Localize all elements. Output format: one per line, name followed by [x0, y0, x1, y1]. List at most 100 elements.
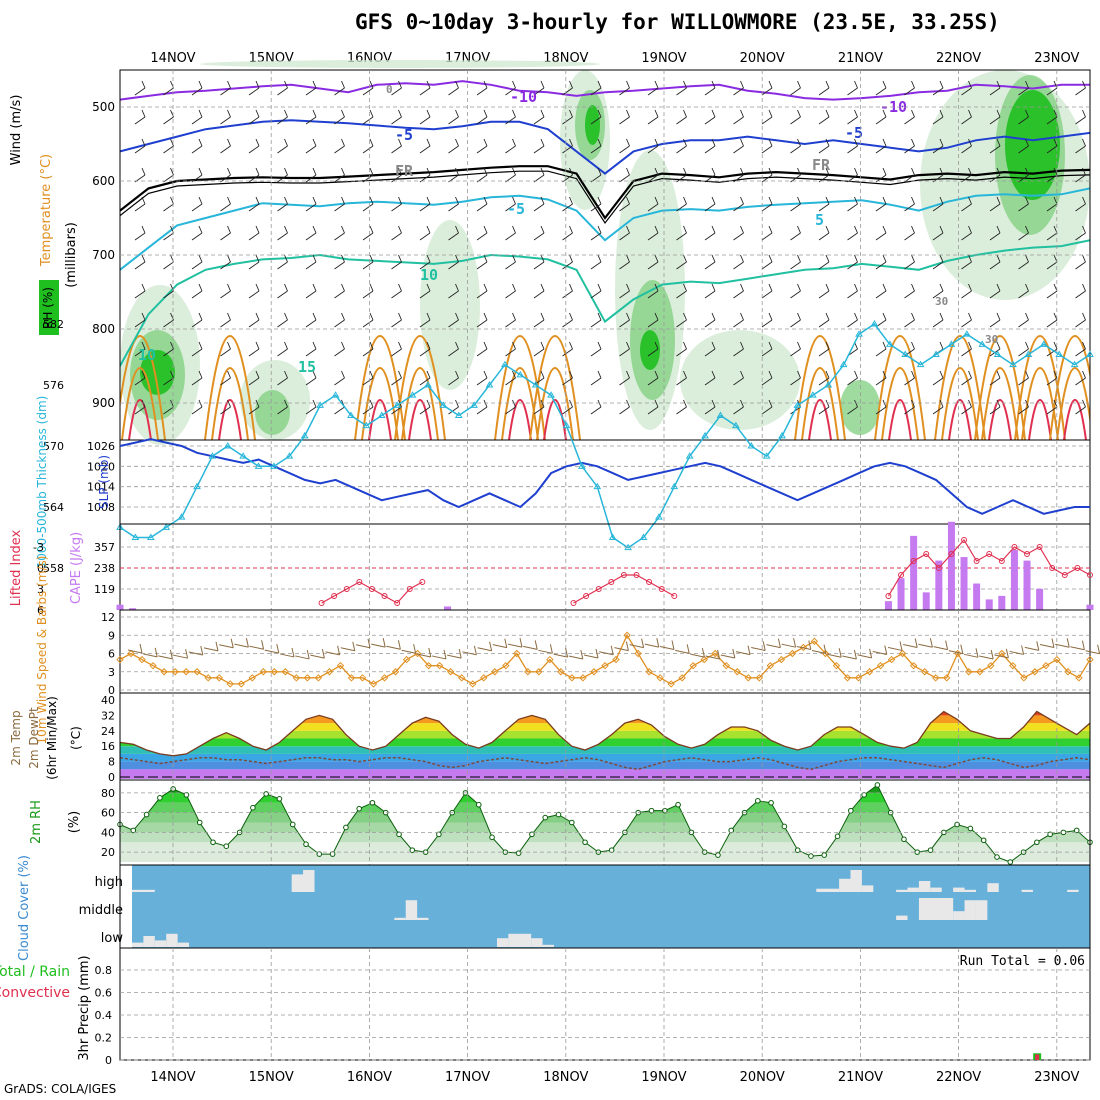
rh-marker	[834, 833, 841, 840]
wind-barb-flag	[369, 254, 374, 263]
temp-label-1: 2m Temp	[9, 710, 23, 765]
wind-marker	[116, 655, 124, 664]
wind-barb	[334, 203, 345, 212]
rh-marker	[555, 811, 562, 818]
top-day-label: 19NOV	[641, 51, 686, 66]
wind-barb-flag	[683, 138, 687, 147]
cloud-block	[1021, 889, 1033, 892]
cape-bar	[998, 595, 1006, 610]
surface-wind-barb	[644, 643, 659, 648]
wind-barb	[533, 319, 545, 328]
wind-barb-flag	[825, 196, 830, 205]
wind-barb	[761, 290, 773, 299]
wind-barb	[448, 290, 459, 299]
wind-barb-flag	[512, 109, 516, 118]
wind-barb-flag	[626, 196, 630, 205]
wind-barb-flag	[141, 312, 146, 321]
wind-barb	[647, 290, 659, 299]
temp-tick: 0	[108, 771, 115, 784]
wind-barb	[875, 261, 887, 270]
isotherm-arch	[981, 367, 1019, 440]
wind-barb	[562, 87, 573, 96]
wind-barb	[362, 377, 374, 386]
slp-tick: 1008	[87, 501, 115, 514]
wind-barb	[704, 406, 716, 415]
wind-barb-flag	[654, 399, 659, 408]
wind-barb-flag	[740, 312, 744, 321]
wind-barb	[619, 406, 630, 415]
wind-barb	[647, 174, 659, 183]
wind-barb-flag	[854, 399, 858, 408]
wind-barb	[989, 319, 1001, 328]
wind-marker	[920, 668, 929, 676]
thickness-marker	[670, 482, 679, 490]
wind-barb	[505, 261, 516, 270]
wind-barb-flag	[597, 283, 602, 292]
cloud-high-label: high	[95, 875, 123, 890]
cloud-block	[542, 944, 554, 947]
wind-marker	[931, 674, 940, 682]
wind-barb-flag	[426, 80, 431, 89]
wind-barb	[619, 232, 630, 241]
wind-barb-flag	[1025, 283, 1029, 292]
surface-wind-barb	[629, 644, 644, 649]
wind-barb-flag	[597, 312, 602, 321]
wind-barb-flag	[141, 341, 146, 350]
wind-barb	[391, 145, 402, 154]
wind-barb-flag	[939, 109, 944, 118]
wind-barb	[818, 87, 830, 96]
wind-barb	[391, 348, 402, 357]
wind-barb-flag	[284, 399, 288, 408]
wind-barb-flag	[455, 80, 459, 89]
wind-barb-flag	[882, 283, 887, 292]
wind-barb	[619, 261, 630, 270]
wind-barb-flag	[398, 254, 402, 263]
li-marker	[1024, 551, 1031, 557]
li-tick: 0	[37, 562, 44, 575]
wind-marker	[601, 661, 609, 670]
wind-barb	[277, 406, 288, 415]
thickness-line	[119, 322, 1091, 549]
li-marker	[1061, 572, 1068, 578]
wind-barb-flag	[968, 225, 972, 234]
wind-barb-flag	[740, 196, 744, 205]
wind-barb-flag	[198, 196, 203, 205]
wind-barb-flag	[341, 80, 345, 89]
wind-barb	[220, 145, 231, 154]
li-marker	[620, 572, 627, 578]
wind-marker	[590, 668, 598, 676]
wind-barb-flag	[198, 254, 203, 263]
wind-marker	[1031, 668, 1039, 676]
surface-wind-barb	[371, 643, 386, 648]
wind-barb-flag	[711, 341, 716, 350]
wind-barb-flag	[455, 225, 459, 234]
wind-barb-flag	[882, 109, 887, 118]
wind-barb	[790, 290, 801, 299]
rh-band	[120, 802, 1090, 813]
temp-tick: 32	[101, 709, 115, 722]
precip-convective-bar	[1035, 1054, 1040, 1060]
wind-barb	[134, 203, 146, 212]
wind-barb-flag	[626, 283, 630, 292]
wind-barb-flag	[768, 109, 773, 118]
thickness-marker	[146, 533, 155, 540]
wind-barb-flag	[312, 80, 317, 89]
wind-barb-flag	[512, 341, 516, 350]
rh-marker	[409, 847, 416, 853]
thickness-marker	[562, 421, 571, 429]
wind-barb	[818, 203, 830, 212]
surface-wind-barb-flag	[762, 641, 766, 651]
surface-wind-barb	[143, 653, 158, 658]
wind-barb-flag	[854, 254, 858, 263]
wind-barb	[676, 87, 687, 96]
wind-barb-flag	[996, 312, 1001, 321]
wind-barb	[619, 377, 630, 386]
wind-barb	[847, 232, 858, 241]
wind-barb-flag	[483, 312, 488, 321]
thickness-marker	[701, 431, 709, 439]
thickness-marker	[347, 411, 355, 418]
surface-wind-barb-flag	[899, 641, 903, 651]
wind-barb	[334, 348, 345, 357]
wind-barb	[619, 87, 630, 96]
rh-marker	[568, 819, 575, 826]
